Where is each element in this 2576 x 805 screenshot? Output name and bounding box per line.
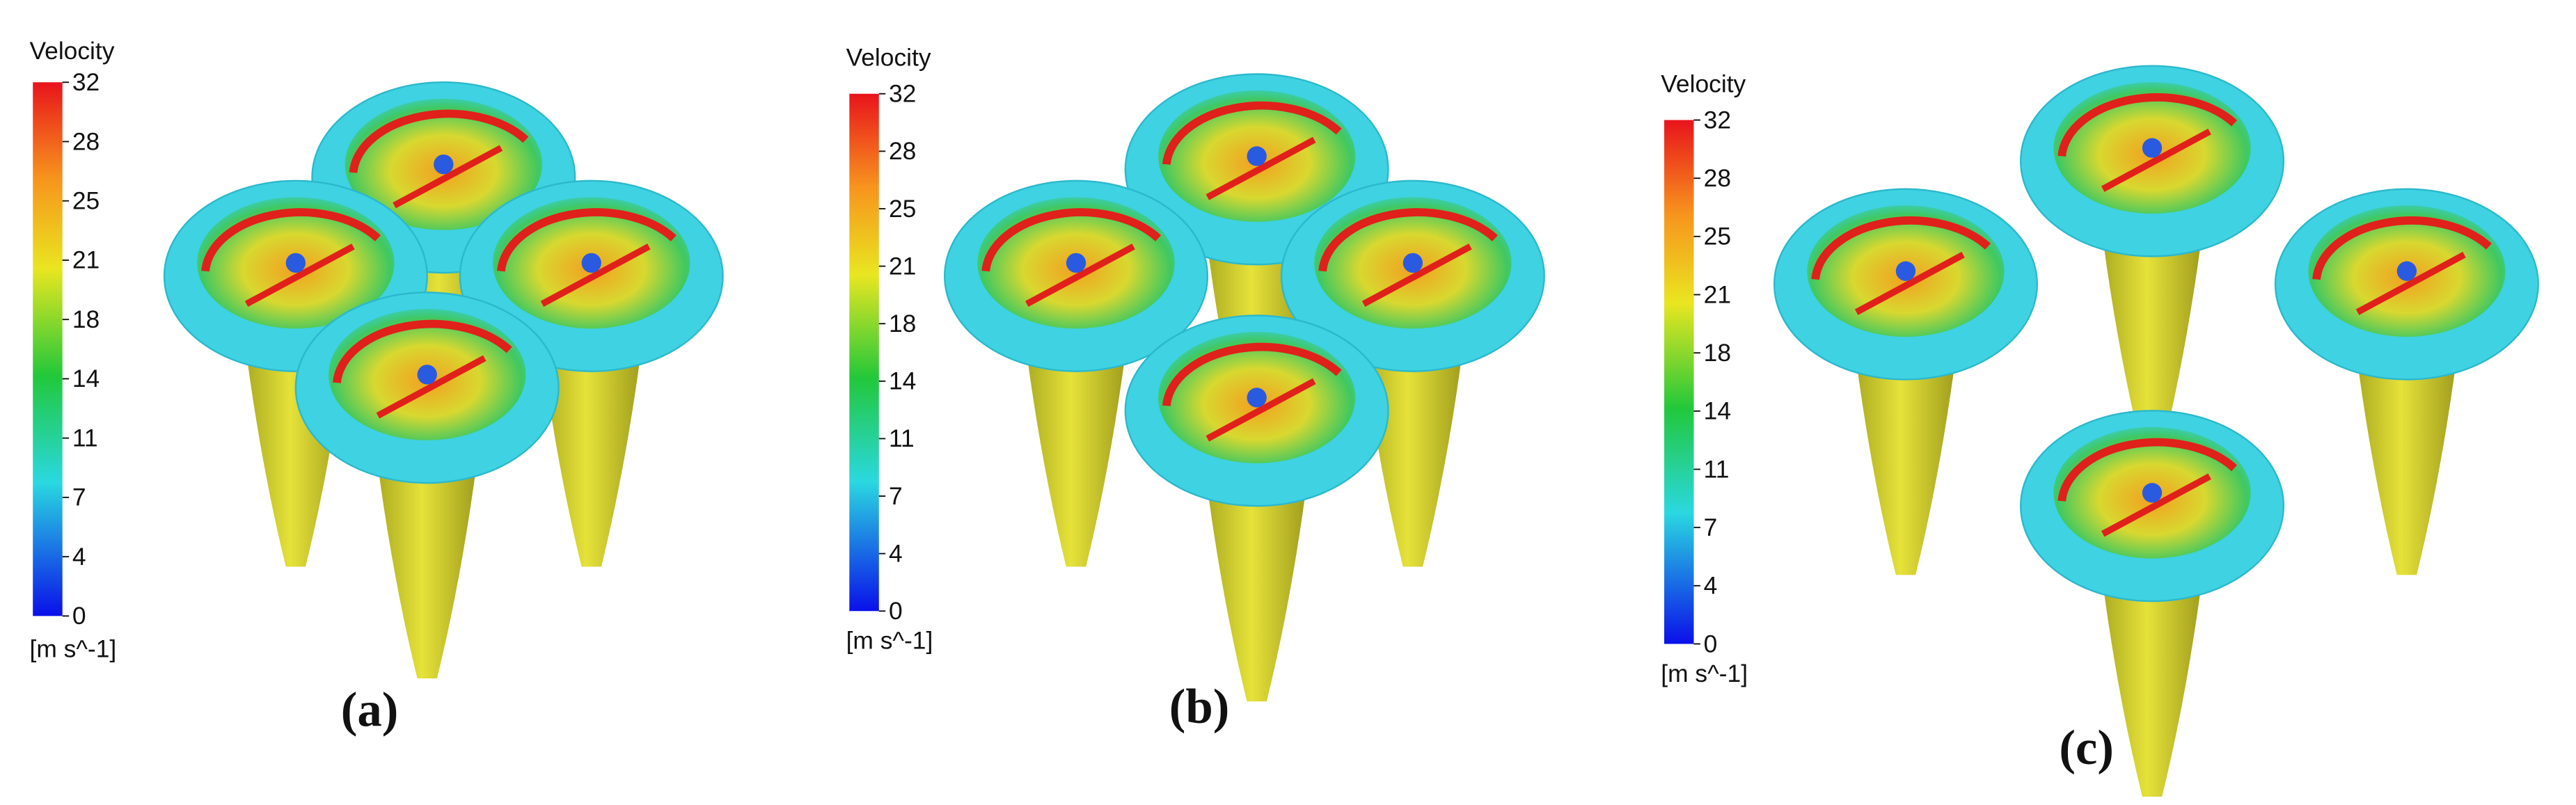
hub bbox=[1402, 253, 1423, 273]
hub bbox=[2142, 483, 2163, 503]
blade-arc bbox=[497, 208, 677, 272]
tick-label: 14 bbox=[1704, 397, 1731, 425]
tick-label: 28 bbox=[889, 137, 916, 165]
tick-label: 28 bbox=[72, 127, 100, 155]
tick-label: 25 bbox=[1704, 223, 1731, 250]
legend-title: Velocity bbox=[29, 37, 114, 65]
blade-arc bbox=[981, 208, 1162, 272]
caption: (a) bbox=[341, 683, 399, 737]
wake-cone bbox=[2099, 214, 2205, 452]
blade-arc bbox=[332, 319, 512, 383]
tick-label: 32 bbox=[72, 68, 100, 96]
tick-label: 25 bbox=[889, 195, 916, 223]
tick-label: 21 bbox=[1704, 280, 1731, 308]
turbine bbox=[2020, 65, 2285, 452]
tick-label: 7 bbox=[72, 484, 86, 511]
tick-label: 21 bbox=[72, 246, 100, 274]
wake-cone bbox=[1204, 463, 1310, 702]
wake-cone bbox=[2099, 558, 2205, 797]
tick-label: 0 bbox=[72, 602, 86, 630]
hub bbox=[581, 253, 601, 273]
tick-label: 0 bbox=[1704, 630, 1718, 657]
wake-cone bbox=[2354, 337, 2460, 575]
hub bbox=[417, 365, 437, 385]
tick-label: 4 bbox=[1704, 572, 1718, 600]
tick-label: 4 bbox=[72, 543, 86, 571]
turbine bbox=[2020, 410, 2285, 797]
blade-arc bbox=[1162, 342, 1342, 406]
caption: (c) bbox=[2059, 721, 2114, 775]
legend-unit: [m s^-1] bbox=[29, 635, 116, 662]
blade-arc bbox=[2101, 128, 2211, 192]
blade-arc bbox=[2057, 93, 2238, 157]
legend-unit: [m s^-1] bbox=[846, 627, 933, 655]
tick-label: 18 bbox=[889, 310, 916, 337]
legend-title: Velocity bbox=[846, 44, 931, 72]
tick-label: 28 bbox=[1704, 164, 1731, 192]
blade-arc bbox=[349, 109, 529, 173]
turbine bbox=[294, 292, 560, 679]
tick-label: 0 bbox=[889, 597, 903, 625]
turbine bbox=[1124, 314, 1389, 702]
colorbar bbox=[849, 93, 879, 612]
colorbar bbox=[33, 82, 63, 616]
tick-label: 18 bbox=[1704, 339, 1731, 367]
wake-cone bbox=[1360, 328, 1466, 567]
tick-label: 4 bbox=[889, 539, 903, 567]
blade-arc bbox=[376, 355, 487, 419]
legend-title: Velocity bbox=[1661, 70, 1746, 97]
hub bbox=[1066, 253, 1086, 273]
blade-arc bbox=[1361, 244, 1472, 308]
tick-label: 32 bbox=[889, 80, 916, 108]
blade-arc bbox=[1162, 101, 1342, 165]
tick-label: 14 bbox=[72, 365, 100, 392]
blade-arc bbox=[2101, 473, 2211, 537]
colorbar bbox=[1664, 120, 1694, 644]
tick-label: 11 bbox=[72, 424, 98, 452]
blade-arc bbox=[1206, 378, 1316, 442]
blade-arc bbox=[1025, 244, 1135, 308]
tick-label: 21 bbox=[889, 252, 916, 280]
hub bbox=[1895, 261, 1916, 281]
blade-arc bbox=[2312, 216, 2492, 280]
blade-arc bbox=[1206, 136, 1316, 200]
hub bbox=[434, 154, 454, 175]
tick-label: 11 bbox=[1704, 455, 1730, 483]
wake-cone bbox=[374, 440, 480, 679]
hub bbox=[1247, 388, 1267, 408]
blade-arc bbox=[201, 208, 381, 272]
hub bbox=[2142, 138, 2163, 158]
tick-label: 7 bbox=[889, 482, 903, 510]
blade-arc bbox=[540, 244, 651, 308]
hub bbox=[2396, 261, 2417, 281]
tick-label: 18 bbox=[72, 305, 100, 333]
tick-label: 7 bbox=[1704, 513, 1718, 541]
caption: (b) bbox=[1169, 680, 1230, 734]
tick-label: 11 bbox=[889, 424, 915, 452]
wake-cone bbox=[539, 328, 645, 567]
blade-arc bbox=[393, 145, 503, 209]
turbine bbox=[1773, 188, 2038, 575]
blade-arc bbox=[2355, 251, 2466, 315]
tick-label: 14 bbox=[889, 367, 916, 395]
turbine bbox=[1280, 180, 1545, 567]
wake-cone bbox=[1023, 328, 1129, 567]
turbine bbox=[459, 180, 724, 567]
blade-arc bbox=[1854, 251, 1965, 315]
tick-label: 25 bbox=[72, 187, 100, 215]
tick-label: 32 bbox=[1704, 106, 1731, 134]
blade-arc bbox=[244, 244, 355, 308]
wake-cone bbox=[1853, 337, 1959, 575]
legend-unit: [m s^-1] bbox=[1661, 660, 1748, 687]
turbine bbox=[944, 180, 1209, 567]
blade-arc bbox=[2057, 438, 2238, 502]
hub bbox=[1247, 146, 1267, 166]
blade-arc bbox=[1811, 216, 1991, 280]
blade-arc bbox=[1318, 208, 1498, 272]
turbine bbox=[2274, 188, 2539, 575]
hub bbox=[285, 253, 306, 273]
